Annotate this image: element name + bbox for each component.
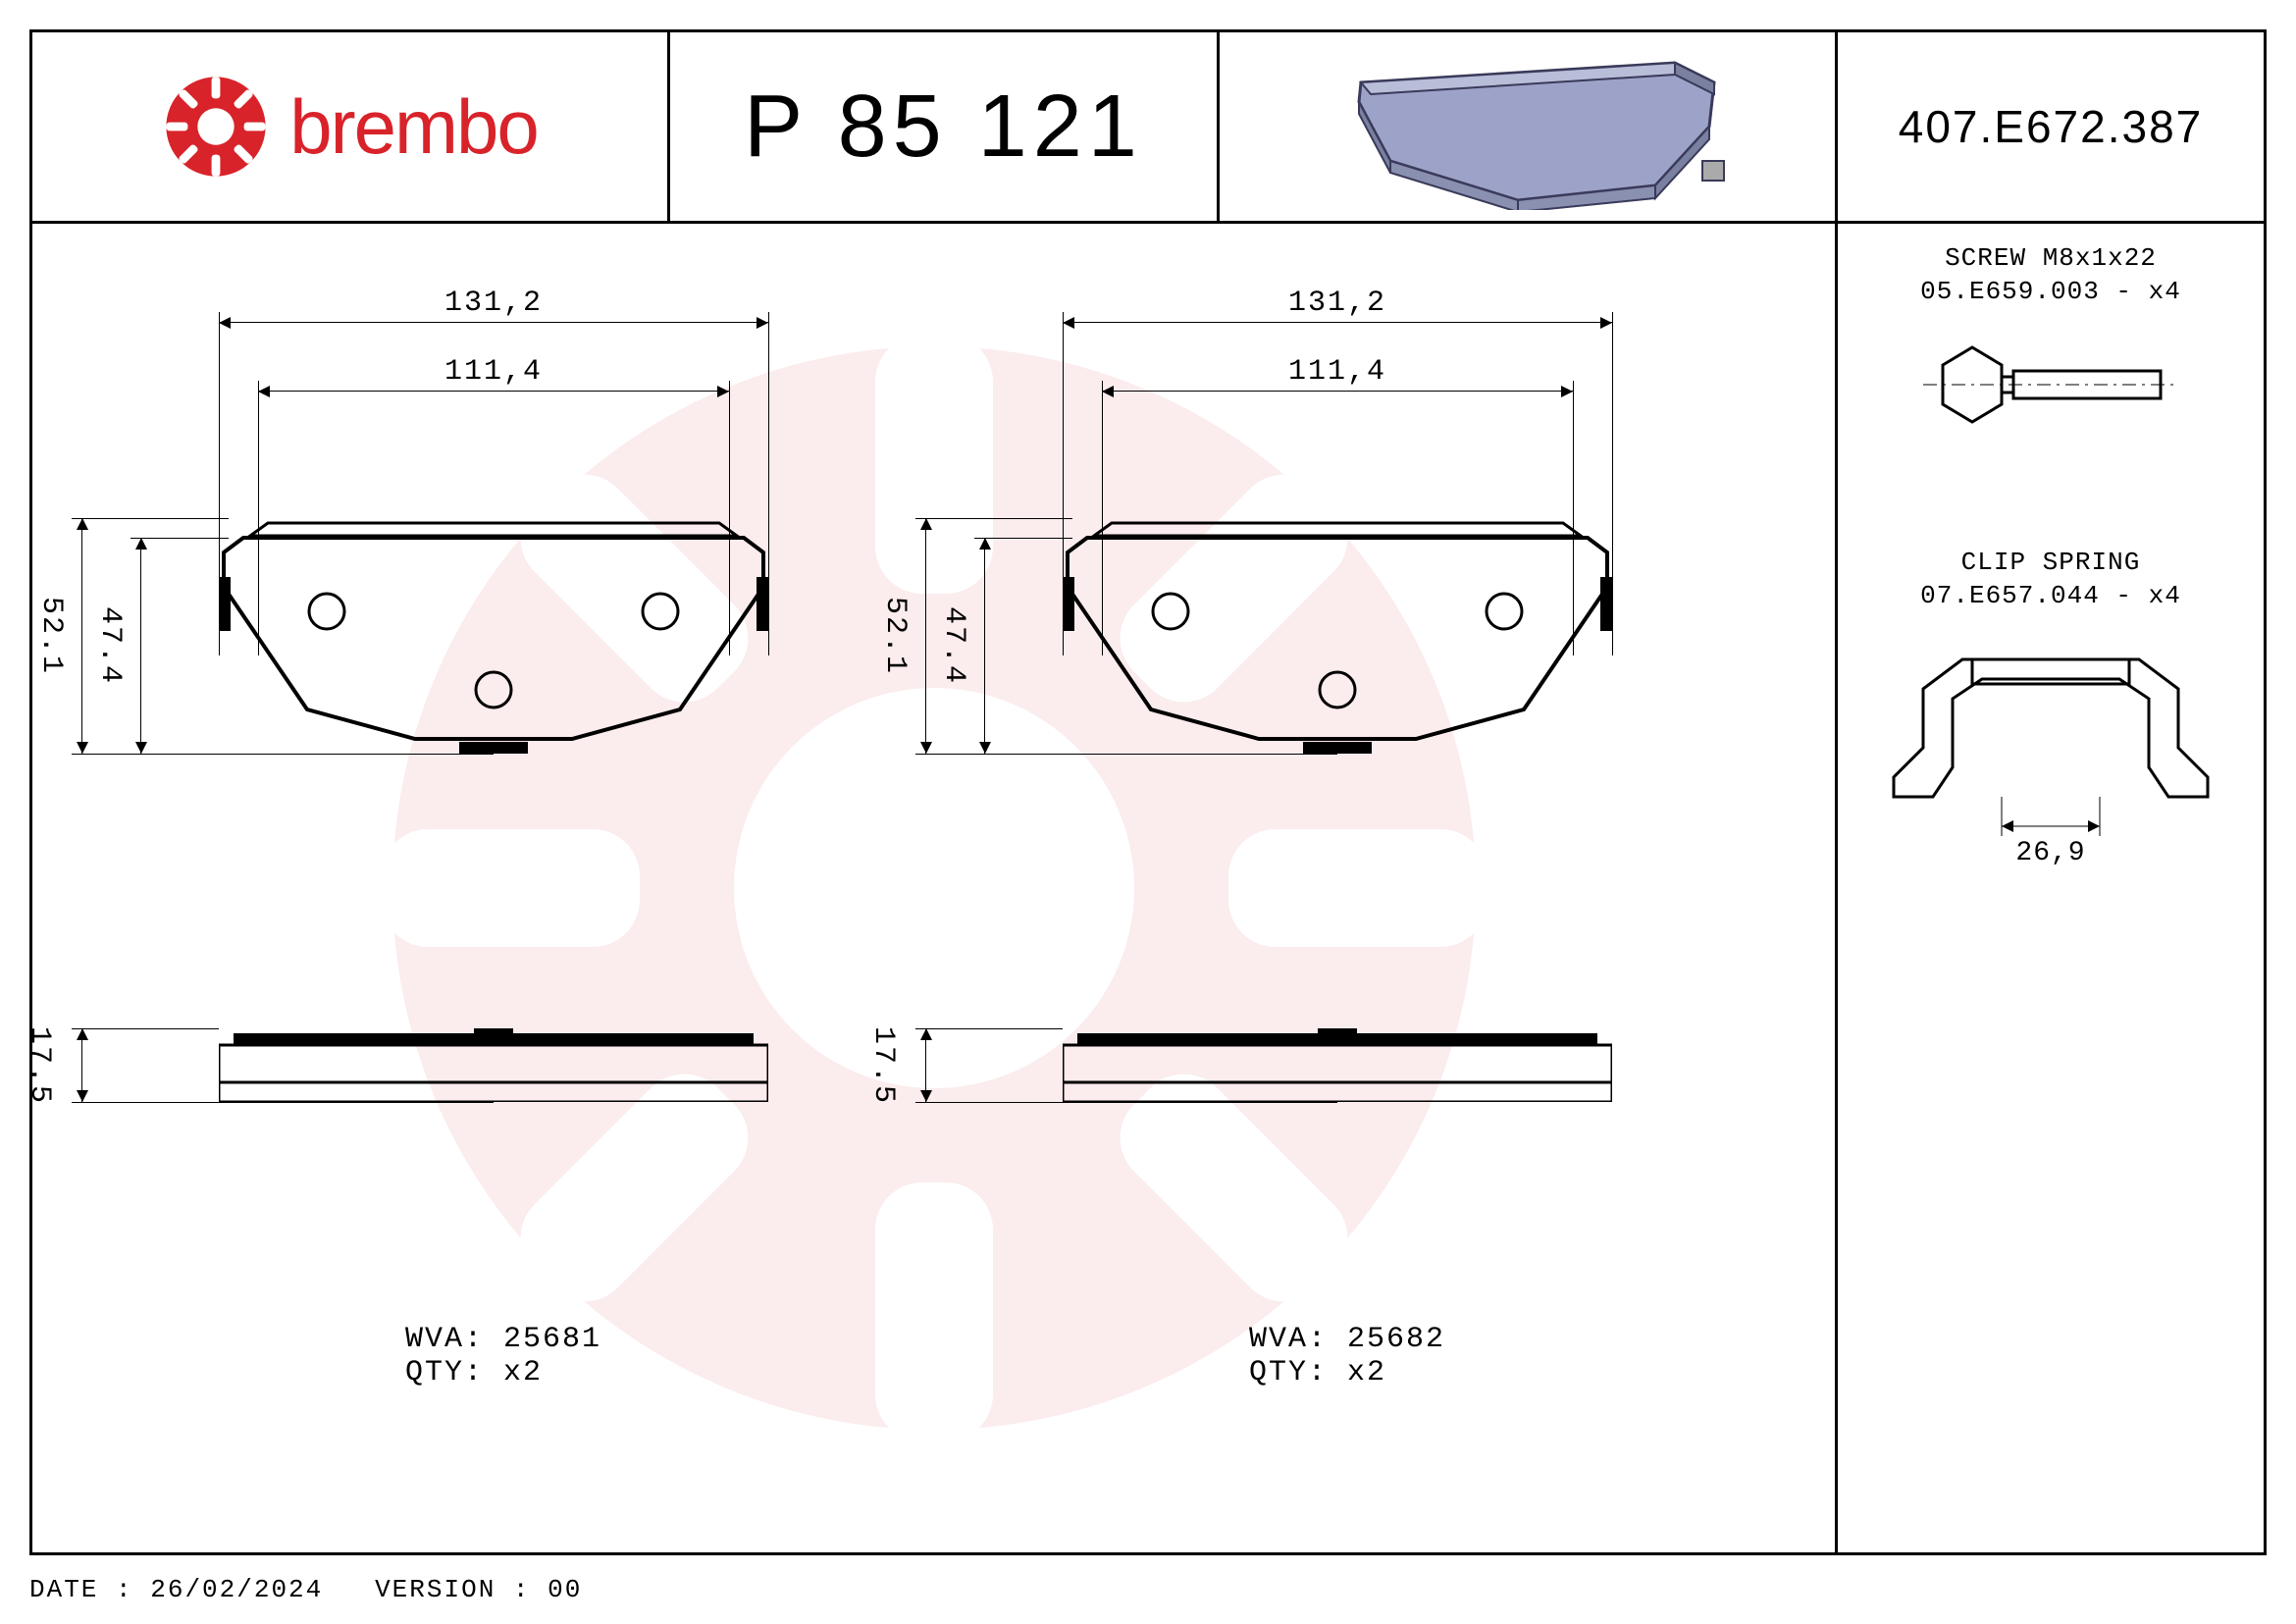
dim-thickness-right: 17.5	[866, 1025, 900, 1104]
screw-title: SCREW M8x1x22	[1838, 243, 2264, 273]
header-row: brembo P 85 121 407.E672.387	[32, 32, 2264, 224]
brand-logo-icon	[162, 73, 270, 181]
pad-isometric-icon	[1322, 43, 1734, 210]
pad-left-thickness-icon	[219, 1028, 768, 1102]
qty-value-left: x2	[503, 1356, 543, 1389]
qty-label-right: QTY:	[1249, 1356, 1328, 1389]
dim-outer-width-left: 131,2	[444, 287, 543, 320]
wva-label-right: WVA:	[1249, 1323, 1328, 1356]
meta-left: WVA: 25681 QTY: x2	[405, 1323, 601, 1389]
clip-title: CLIP SPRING	[1838, 548, 2264, 577]
dim-outer-width-right: 131,2	[1288, 287, 1386, 320]
body-row: 131,2 111,4 52.1 47.4	[32, 224, 2264, 1552]
dim-thickness-left: 17.5	[32, 1025, 56, 1104]
footer-version: 00	[548, 1575, 582, 1604]
footer-date-label: DATE :	[29, 1575, 133, 1604]
accessory-clip: CLIP SPRING 07.E657.044 - x4 26,9	[1838, 548, 2264, 868]
clip-code: 07.E657.044 - x4	[1838, 581, 2264, 610]
dim-inner-width-left: 111,4	[444, 355, 543, 389]
accessories-area: SCREW M8x1x22 05.E659.003 - x4 CLIP SPRI…	[1838, 224, 2264, 1552]
watermark-icon	[345, 299, 1523, 1477]
footer-version-label: VERSION :	[375, 1575, 530, 1604]
dim-inner-height-right: 47.4	[937, 606, 970, 685]
main-drawing-area: 131,2 111,4 52.1 47.4	[32, 224, 1838, 1552]
part-number-cell: P 85 121	[670, 32, 1220, 221]
brand-text: brembo	[289, 82, 537, 172]
clip-spring-icon	[1874, 640, 2227, 856]
pad-right-front-icon	[1063, 518, 1612, 754]
doc-number-cell: 407.E672.387	[1838, 32, 2264, 221]
qty-value-right: x2	[1347, 1356, 1386, 1389]
wva-value-right: 25682	[1347, 1323, 1445, 1356]
dim-outer-height-left: 52.1	[34, 597, 68, 675]
isometric-cell	[1220, 32, 1838, 221]
clip-dim: 26,9	[1838, 838, 2264, 868]
dim-outer-height-right: 52.1	[878, 597, 912, 675]
footer-date: 26/02/2024	[150, 1575, 323, 1604]
dim-inner-width-right: 111,4	[1288, 355, 1386, 389]
footer: DATE : 26/02/2024 VERSION : 00	[29, 1575, 582, 1604]
pad-right-thickness-icon	[1063, 1028, 1612, 1102]
screw-icon	[1913, 336, 2188, 444]
accessory-screw: SCREW M8x1x22 05.E659.003 - x4	[1838, 243, 2264, 444]
wva-label-left: WVA:	[405, 1323, 484, 1356]
screw-code: 05.E659.003 - x4	[1838, 277, 2264, 306]
part-number: P 85 121	[744, 77, 1143, 178]
qty-label-left: QTY:	[405, 1356, 484, 1389]
wva-value-left: 25681	[503, 1323, 601, 1356]
brand-cell: brembo	[32, 32, 670, 221]
meta-right: WVA: 25682 QTY: x2	[1249, 1323, 1445, 1389]
doc-number: 407.E672.387	[1899, 100, 2204, 153]
dim-inner-height-left: 47.4	[93, 606, 127, 685]
pad-left-front-icon	[219, 518, 768, 754]
